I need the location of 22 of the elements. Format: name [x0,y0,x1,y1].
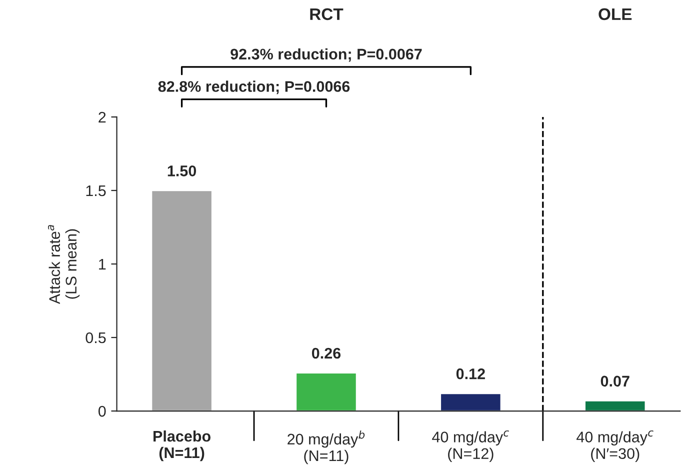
data-label: 0.26 [312,348,341,359]
data-label: 0.12 [456,368,485,380]
text: 82.8% reduction; P=0.0066 [158,80,350,94]
text: RCT [310,8,344,20]
category-label: 40 mg/day$^{c}$ (N=12) [432,430,509,462]
y-tick-label: 1 [99,259,106,270]
text: OLE [598,8,632,20]
data-label: 0.07 [600,376,630,387]
category-label: 20 mg/day$^{b}$ (N=11) [288,430,365,464]
y-tick-label: 0.5 [86,332,106,344]
bar [584,400,646,412]
bar [295,372,358,412]
bar [440,392,502,412]
category-label: 40 mg/day$^{c}$ (N′=30) [576,430,654,462]
x-tick-label: Placebo (N=11) [154,430,210,462]
text: 92.3% reduction; P=0.0067 [230,48,422,62]
data-label: 1.50 [168,166,196,176]
y-tick-label: 1.5 [86,186,106,196]
y-tick-label: 0 [98,406,106,417]
y-tick-label: 2 [98,112,106,122]
bar [150,190,213,412]
y-axis-title: Attack rate$^{a}$ (LS mean) [48,225,80,304]
